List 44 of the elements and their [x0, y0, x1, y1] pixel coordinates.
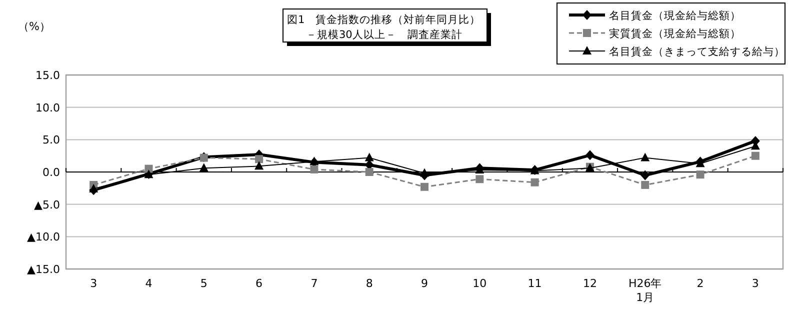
point [365, 168, 374, 176]
y-tick-label: ▲10.0 [27, 230, 60, 244]
chart-title: 図1 賃金指数の推移（対前年同月比） [287, 13, 481, 26]
point [199, 163, 208, 172]
legend-label: 名目賃金（現金給与総額） [609, 9, 741, 22]
x-tick-label: 2 [696, 277, 704, 290]
point [420, 182, 428, 191]
point [420, 168, 429, 177]
point [751, 152, 760, 160]
y-tick-label: 5.0 [42, 134, 60, 147]
x-tick-label: 11 [528, 277, 542, 290]
x-tick-label: 9 [421, 277, 428, 290]
x-tick-label: 6 [256, 277, 263, 290]
x-tick-label: 3 [90, 277, 98, 290]
point [696, 170, 704, 179]
y-tick-label: 10.0 [36, 101, 60, 114]
legend-label: 名目賃金（きまって支給する給与） [609, 45, 785, 58]
point [254, 161, 264, 170]
point [641, 180, 650, 189]
point [255, 155, 264, 164]
y-axis-title: （%） [18, 20, 50, 33]
point [640, 170, 650, 180]
x-tick-label: 4 [145, 277, 152, 290]
x-tick-label: 8 [366, 277, 373, 290]
x-tick-label: H26年 1月 [628, 277, 662, 304]
chart-subtitle: －規模30人以上－ 調査産業計 [306, 28, 462, 41]
point [364, 152, 374, 162]
point [476, 175, 484, 184]
legend-label: 実質賃金（現金給与総額） [609, 27, 741, 40]
x-tick-label: 10 [472, 277, 487, 290]
y-tick-label: ▲5.0 [34, 198, 60, 212]
y-tick-label: ▲15.0 [27, 263, 60, 276]
point [89, 184, 98, 192]
x-tick-label: 12 [582, 277, 597, 290]
point [144, 164, 153, 173]
y-tick-label: 0.0 [42, 166, 60, 179]
x-tick-label: 3 [752, 277, 759, 290]
x-tick-label: 7 [310, 277, 318, 290]
point [530, 178, 539, 186]
x-tick-label: 5 [200, 277, 208, 290]
y-tick-label: 15.0 [36, 69, 60, 82]
point [585, 150, 594, 160]
point [310, 165, 318, 174]
point [640, 152, 650, 162]
